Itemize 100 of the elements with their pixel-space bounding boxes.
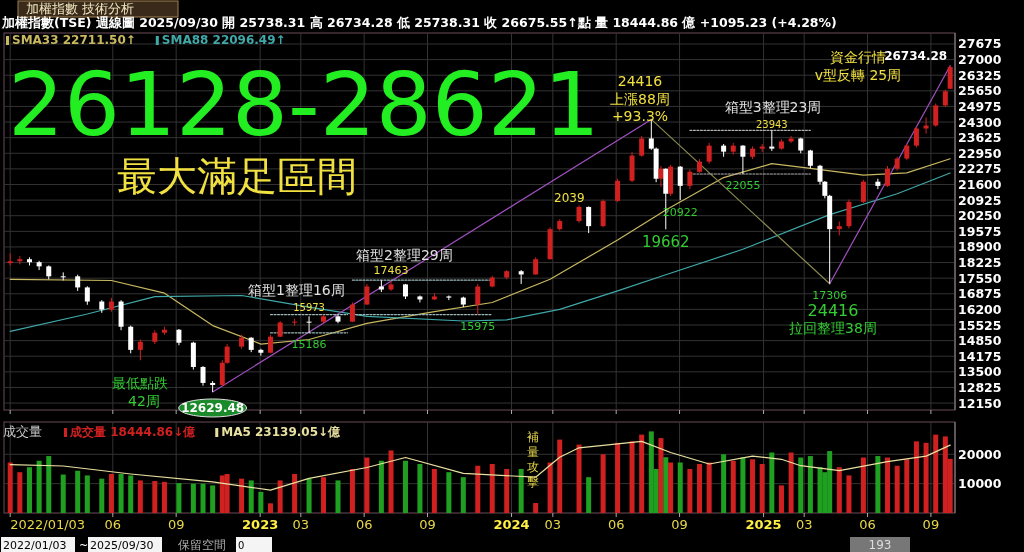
candlestick	[769, 129, 775, 152]
y-tick-label: 13500	[958, 364, 1002, 380]
bar	[576, 444, 582, 513]
legend-label: SMA33 22711.50↑	[12, 33, 136, 47]
annotation: 15975	[460, 319, 496, 333]
x-tick-label: 09	[922, 517, 940, 532]
annotation: +93.3%	[611, 108, 669, 124]
bar	[687, 468, 693, 513]
bar	[913, 441, 919, 513]
candlestick	[677, 165, 683, 201]
x-tick-label: 2023	[242, 517, 279, 532]
bar	[190, 483, 196, 513]
bar	[798, 457, 804, 513]
y-tick-label: 14175	[958, 348, 1002, 364]
candlestick	[258, 348, 264, 357]
bar	[846, 475, 852, 513]
y-tick-label: 24300	[958, 114, 1002, 130]
bar	[176, 483, 182, 513]
bar	[658, 438, 664, 513]
y-tick-label: 20925	[958, 192, 1002, 208]
bar	[836, 467, 842, 513]
bar	[504, 468, 510, 513]
annotation: 最大滿足區間	[117, 153, 357, 199]
y-tick-label: 26325	[958, 67, 1002, 83]
bar	[489, 463, 495, 513]
bar	[648, 431, 654, 513]
bar	[84, 475, 90, 513]
annotation: 箱型3整理23周	[724, 99, 822, 115]
text: 2022/01/03	[3, 539, 67, 552]
bar	[923, 442, 929, 513]
annotation: 42周	[128, 393, 160, 409]
y-tick-label: 18225	[958, 255, 1002, 271]
candlestick	[913, 126, 919, 148]
candlestick	[933, 103, 939, 128]
candlestick	[586, 205, 592, 234]
y-tick-label: 19575	[958, 223, 1002, 239]
candlestick	[364, 283, 370, 306]
candlestick	[200, 365, 206, 387]
annotation: 24416	[807, 301, 859, 320]
x-tick-label: 09	[671, 517, 688, 532]
candlestick	[658, 165, 664, 188]
chart-title: 加權指數 技術分析	[26, 1, 134, 16]
bar	[75, 470, 81, 513]
bar	[639, 434, 645, 513]
bar	[518, 468, 524, 513]
annotation: 19662	[641, 233, 690, 252]
y-tick-label: 20000	[958, 446, 1002, 462]
bar	[128, 475, 134, 513]
bar	[885, 457, 891, 513]
bar	[152, 481, 158, 513]
bar	[321, 477, 327, 513]
bar	[663, 457, 669, 513]
bar	[224, 473, 230, 513]
bar	[36, 460, 42, 513]
bar	[26, 467, 32, 513]
bar	[547, 462, 553, 513]
bar	[108, 473, 114, 513]
candlestick	[947, 65, 953, 90]
x-tick-label: 09	[167, 517, 185, 532]
x-tick-label: 03	[795, 517, 813, 532]
bar	[268, 503, 273, 513]
candlestick	[860, 179, 866, 204]
bar	[364, 457, 370, 513]
candlestick	[875, 178, 881, 190]
candlestick	[740, 144, 746, 175]
candlestick	[788, 135, 794, 144]
chart-subtitle: 加權指數(TSE) 週線圖 2025/09/30 開 25738.31 高 26734.28 低 25738.31 收 26675.55↑點 量 18444.86 億 +1095.23 (+4.28%)	[1, 15, 837, 30]
y-tick-label: 17550	[958, 270, 1002, 286]
y-tick-label: 14850	[958, 333, 1002, 349]
bar	[788, 452, 794, 513]
y-tick-label: 27675	[958, 36, 1002, 52]
bar	[431, 468, 437, 513]
x-tick-label: 06	[104, 517, 122, 532]
candlestick	[885, 165, 891, 188]
y-tick-label: 25650	[958, 83, 1002, 99]
candlestick	[706, 142, 712, 165]
bar	[46, 456, 52, 513]
bar	[248, 480, 254, 513]
annotation: 補量攻擊	[527, 430, 539, 489]
bar	[697, 463, 703, 513]
y-tick-label: 23625	[958, 130, 1002, 146]
bar	[586, 477, 592, 513]
bar	[60, 474, 66, 513]
candlestick	[128, 325, 134, 354]
candlestick	[615, 178, 621, 203]
y-tick-label: 16875	[958, 286, 1002, 302]
y-tick-label: 22950	[958, 145, 1002, 161]
bar	[668, 462, 674, 513]
bar	[475, 465, 481, 513]
bar	[615, 442, 621, 513]
bar	[292, 473, 298, 513]
annotation: 26128-28621	[8, 53, 600, 156]
annotation: 17463	[373, 264, 409, 278]
bar	[557, 439, 563, 513]
y-tick-label: 21600	[958, 176, 1002, 192]
candlestick	[923, 116, 929, 135]
candlestick	[36, 260, 42, 271]
legend-label: MA5 23139.05↓億	[221, 425, 342, 439]
bar	[706, 462, 712, 513]
candlestick	[475, 283, 481, 316]
